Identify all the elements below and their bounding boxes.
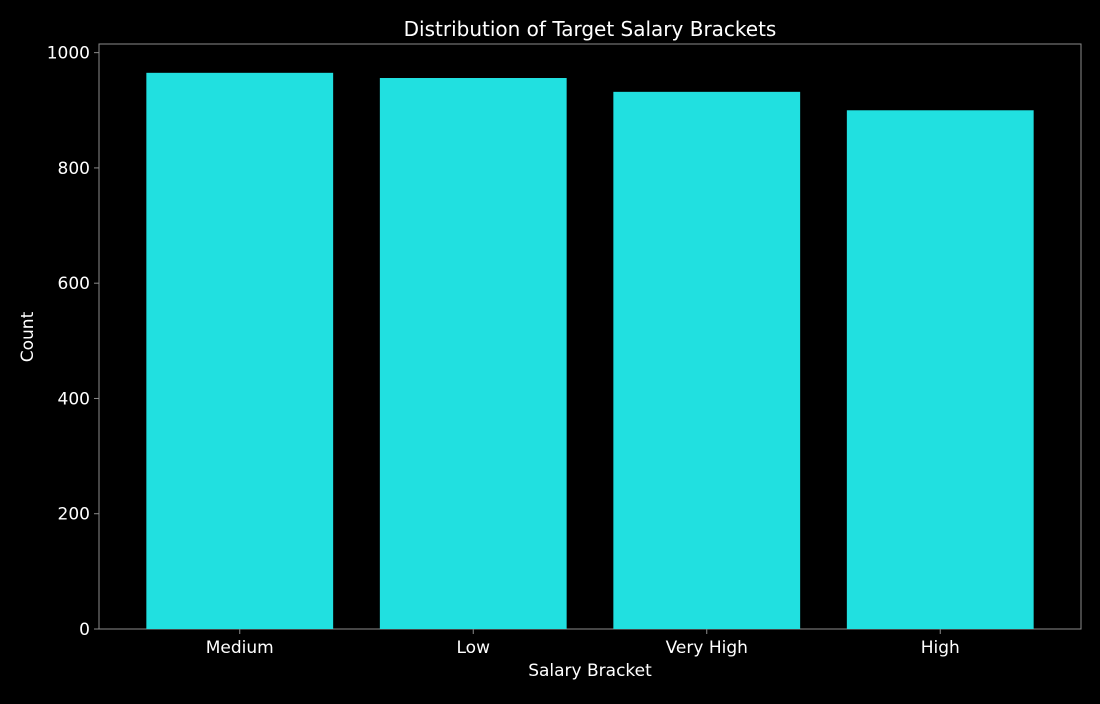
- y-tick-label: 200: [58, 505, 90, 525]
- x-tick-label: Low: [457, 638, 491, 658]
- bar-medium: [146, 72, 334, 629]
- bars-group: [146, 72, 1034, 630]
- bar-low: [379, 78, 567, 629]
- bar-high: [846, 110, 1034, 630]
- y-tick-label: 0: [79, 620, 90, 640]
- x-tick-label: Very High: [666, 638, 748, 658]
- y-axis-ticks: 0 200 400 600 800 1000: [47, 44, 99, 640]
- x-axis-ticks: Medium Low Very High High: [206, 629, 960, 658]
- x-axis-label: Salary Bracket: [528, 661, 652, 681]
- y-tick-label: 600: [58, 274, 90, 294]
- y-tick-label: 1000: [47, 44, 90, 64]
- plot-area-frame: [98, 43, 1082, 630]
- y-tick-label: 800: [58, 159, 90, 179]
- x-tick-label: Medium: [206, 638, 274, 658]
- y-axis-label: Count: [18, 311, 38, 362]
- chart-title: Distribution of Target Salary Brackets: [404, 17, 777, 41]
- x-tick-label: High: [921, 638, 960, 658]
- bar-very-high: [613, 91, 801, 629]
- y-tick-label: 400: [58, 389, 90, 409]
